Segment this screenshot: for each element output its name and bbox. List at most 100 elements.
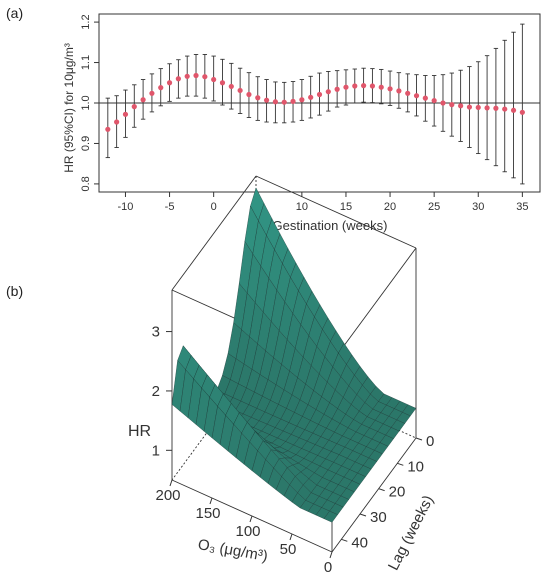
y-tick-label: 1.2 <box>80 14 92 29</box>
estimate-point <box>131 104 137 110</box>
x-tick-label: 25 <box>428 201 440 213</box>
estimate-point <box>228 83 234 90</box>
y-tick-label: 30 <box>370 509 387 526</box>
panel-a-chart: -10-505101520253035 0.80.91.01.11.2 Gest… <box>62 13 541 233</box>
x-tick <box>329 551 333 559</box>
y-tick-label: 20 <box>389 484 406 501</box>
estimate-point <box>299 97 305 103</box>
estimate-point <box>166 80 173 86</box>
x-tick <box>169 479 173 487</box>
y-tick <box>378 488 385 492</box>
estimate-point <box>122 111 129 117</box>
x-tick-label: 30 <box>472 201 484 213</box>
panel-a-label: (a) <box>6 5 23 21</box>
estimate-point <box>219 80 226 86</box>
x-tick-label: 200 <box>155 487 180 504</box>
response-surface <box>171 187 417 523</box>
estimate-point <box>193 72 199 79</box>
x-tick-label: 50 <box>280 541 297 558</box>
y-tick-label: 1.1 <box>80 55 92 70</box>
estimate-point <box>281 99 287 105</box>
y-tick <box>341 538 348 542</box>
estimate-point <box>361 83 367 89</box>
box-edge <box>331 247 417 363</box>
estimate-point <box>369 83 376 89</box>
box-edge <box>331 437 417 553</box>
estimate-point <box>255 95 261 101</box>
estimate-point <box>140 97 146 103</box>
estimate-point <box>405 90 411 96</box>
estimate-point <box>211 76 217 83</box>
estimate-point <box>308 94 314 100</box>
estimate-point <box>493 105 499 111</box>
box-edge <box>171 175 257 291</box>
estimate-point <box>246 91 252 98</box>
x-tick-label: 100 <box>235 523 260 540</box>
y-tick <box>415 437 423 441</box>
x-axis: -10-505101520253035 <box>118 192 528 213</box>
x-tick <box>289 533 293 541</box>
x-tick-label: -5 <box>165 201 175 213</box>
estimate-point <box>387 86 393 92</box>
estimate-point <box>431 97 437 104</box>
estimate-point <box>158 85 164 91</box>
y-tick-label: 0.9 <box>80 136 92 151</box>
estimate-point <box>175 76 181 82</box>
y-tick-label: 0 <box>426 433 434 450</box>
estimate-point <box>458 103 464 109</box>
estimate-point <box>422 95 428 101</box>
x-tick-label: 150 <box>195 505 220 522</box>
estimate-point <box>396 88 402 94</box>
z-tick-label: 3 <box>152 324 160 341</box>
y-tick-label: 10 <box>407 458 424 475</box>
x-tick-label: 10 <box>296 201 308 213</box>
estimate-point <box>105 126 111 132</box>
estimate-point <box>352 83 358 89</box>
estimate-point <box>466 104 473 110</box>
estimate-points <box>105 72 525 132</box>
panel-b-label: (b) <box>6 283 23 299</box>
estimate-point <box>202 74 208 80</box>
x-axis-title: O₃ (μg/m³) <box>197 536 269 565</box>
x-tick <box>249 515 253 523</box>
x-tick-label: 15 <box>340 201 352 213</box>
estimate-point <box>334 86 340 92</box>
x-axis-title: Gestination (weeks) <box>273 218 388 233</box>
y-tick-label: 1.0 <box>80 95 92 110</box>
estimate-point <box>272 99 278 105</box>
estimate-point <box>440 100 446 106</box>
y-tick-label: 40 <box>351 534 368 551</box>
estimate-point <box>475 104 481 111</box>
y-axis: 0.8 0.9 1.0 1.1 1.2 <box>80 14 99 192</box>
z-tick-label: 1 <box>152 442 160 459</box>
estimate-point <box>263 97 270 103</box>
z-tick-label: 2 <box>152 383 160 400</box>
estimate-point <box>316 91 323 98</box>
surface-facet <box>323 510 338 523</box>
z-axis-title: HR <box>128 423 151 440</box>
estimate-point <box>519 109 525 115</box>
x-tick <box>209 497 213 505</box>
estimate-point <box>484 105 490 111</box>
estimate-point <box>343 84 349 90</box>
estimate-point <box>502 106 508 112</box>
estimate-point <box>413 93 420 99</box>
x-tick-label: 35 <box>516 201 528 213</box>
estimate-point <box>237 87 243 94</box>
estimate-point <box>325 89 331 95</box>
estimate-point <box>184 73 190 79</box>
x-tick-label: -10 <box>118 201 134 213</box>
estimate-point <box>114 119 120 125</box>
x-tick-label: 20 <box>384 201 396 213</box>
box-edge <box>255 175 417 249</box>
estimate-point <box>378 84 384 90</box>
y-tick <box>397 462 404 466</box>
y-tick-label: 0.8 <box>80 176 92 191</box>
estimate-point <box>290 98 296 104</box>
x-tick-label: 0 <box>211 201 217 213</box>
y-axis-title: Lag (weeks) <box>385 493 437 574</box>
y-tick <box>359 513 367 517</box>
